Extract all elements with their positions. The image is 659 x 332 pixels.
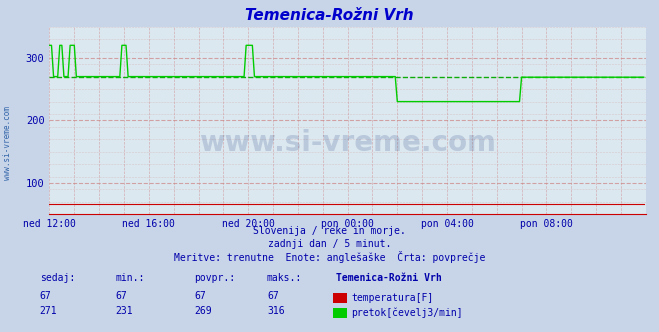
Text: 67: 67	[267, 291, 279, 301]
Text: 231: 231	[115, 306, 133, 316]
Text: 67: 67	[115, 291, 127, 301]
Text: povpr.:: povpr.:	[194, 273, 235, 283]
Text: min.:: min.:	[115, 273, 145, 283]
Text: Meritve: trenutne  Enote: anglešaške  Črta: povprečje: Meritve: trenutne Enote: anglešaške Črta…	[174, 251, 485, 263]
Text: Temenica-Rožni Vrh: Temenica-Rožni Vrh	[245, 8, 414, 23]
Text: pretok[čevelj3/min]: pretok[čevelj3/min]	[351, 308, 463, 318]
Text: zadnji dan / 5 minut.: zadnji dan / 5 minut.	[268, 239, 391, 249]
Text: sedaj:: sedaj:	[40, 273, 74, 283]
Text: Temenica-Rožni Vrh: Temenica-Rožni Vrh	[336, 273, 442, 283]
Text: 67: 67	[194, 291, 206, 301]
Text: 271: 271	[40, 306, 57, 316]
Text: maks.:: maks.:	[267, 273, 302, 283]
Text: 316: 316	[267, 306, 285, 316]
Text: www.si-vreme.com: www.si-vreme.com	[3, 106, 13, 180]
Text: 269: 269	[194, 306, 212, 316]
Text: 67: 67	[40, 291, 51, 301]
Text: Slovenija / reke in morje.: Slovenija / reke in morje.	[253, 226, 406, 236]
Text: temperatura[F]: temperatura[F]	[351, 293, 434, 303]
Text: www.si-vreme.com: www.si-vreme.com	[199, 129, 496, 157]
